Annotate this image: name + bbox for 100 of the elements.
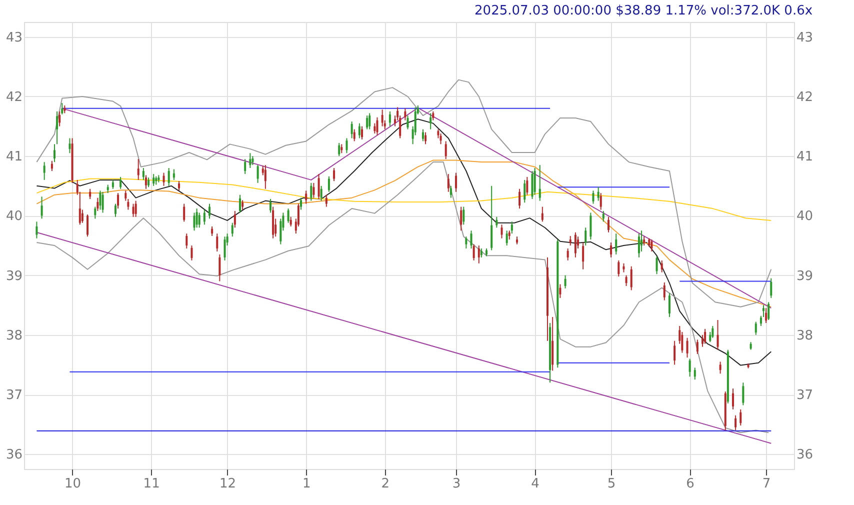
candlestick xyxy=(447,173,450,192)
candlestick xyxy=(366,115,368,130)
candlestick xyxy=(328,176,330,192)
candlestick xyxy=(610,242,612,258)
candlestick xyxy=(656,256,658,275)
candlestick xyxy=(216,233,218,252)
candlestick xyxy=(318,173,320,200)
candlestick xyxy=(742,382,744,406)
candlestick xyxy=(422,128,424,142)
candlestick xyxy=(582,242,584,270)
candlestick xyxy=(618,260,620,277)
candlestick xyxy=(360,126,363,140)
candlestick xyxy=(137,158,140,180)
candlestick xyxy=(58,110,61,127)
candlestick xyxy=(518,188,521,210)
candlestick xyxy=(510,221,513,234)
y2-tick-label: 41 xyxy=(796,150,814,165)
candlestick xyxy=(325,194,328,208)
candlestick xyxy=(470,230,472,249)
candlestick xyxy=(564,274,566,289)
candlestick xyxy=(770,278,772,298)
candlestick xyxy=(61,102,64,115)
x-tick-label: 1 xyxy=(302,476,311,492)
candlestick xyxy=(465,236,468,249)
candlestick xyxy=(660,260,663,273)
candlestick xyxy=(287,208,290,224)
candlestick xyxy=(305,190,308,204)
candlestick xyxy=(218,254,221,282)
candlestick xyxy=(500,224,503,239)
candlestick xyxy=(524,179,526,204)
candlestick xyxy=(406,115,409,130)
candlestick xyxy=(478,245,480,264)
candlestick xyxy=(239,194,242,214)
candlestick xyxy=(630,266,632,291)
x-tick-label: 6 xyxy=(686,476,694,492)
candlestick xyxy=(117,192,120,210)
candlestick xyxy=(358,122,360,139)
x-tick-label: 7 xyxy=(762,476,771,492)
candlestick xyxy=(96,197,99,212)
candlestick xyxy=(462,206,465,226)
candlestick xyxy=(338,142,340,157)
candlestick xyxy=(559,284,562,298)
candlestick xyxy=(597,186,600,202)
candlestick xyxy=(346,138,348,154)
candlestick xyxy=(114,203,116,218)
candlestick xyxy=(376,116,378,136)
candlestick xyxy=(768,302,770,320)
x-tick-label: 4 xyxy=(531,476,540,492)
candlestick xyxy=(576,236,579,249)
candlestick xyxy=(312,182,315,198)
candlestick xyxy=(68,138,71,154)
candlestick xyxy=(686,337,688,358)
candlestick xyxy=(50,160,53,172)
candlestick xyxy=(600,192,602,210)
candlestick xyxy=(566,248,569,261)
x-tick-label: 10 xyxy=(64,476,82,492)
candlestick xyxy=(765,308,768,324)
candlestick xyxy=(249,152,252,169)
candlestick xyxy=(430,112,432,130)
candlestick xyxy=(152,173,155,186)
candlestick xyxy=(496,216,498,228)
line-series xyxy=(62,107,772,309)
candlestick xyxy=(186,233,188,249)
candlestick xyxy=(674,340,676,366)
candlestick xyxy=(256,164,259,184)
y2-tick-label: 36 xyxy=(796,448,814,463)
y-tick-label: 42 xyxy=(6,90,22,105)
candlestick xyxy=(569,235,572,246)
candlestick xyxy=(368,112,371,130)
candlestick xyxy=(490,185,493,251)
candlestick xyxy=(320,185,322,202)
candlestick xyxy=(224,236,226,261)
candlestick xyxy=(231,222,234,238)
candlestick xyxy=(716,320,719,350)
candlestick xyxy=(94,206,96,220)
y2-tick-label: 40 xyxy=(796,209,814,224)
candlestick xyxy=(404,108,406,121)
y-tick-label: 43 xyxy=(6,30,22,46)
candlestick xyxy=(193,212,196,232)
y2-tick-label: 43 xyxy=(796,30,814,46)
candlestick xyxy=(531,170,534,200)
candlestick xyxy=(89,188,92,200)
candlestick xyxy=(638,233,640,258)
y-tick-label: 36 xyxy=(6,448,22,463)
candlestick xyxy=(506,230,508,246)
y-tick-label: 37 xyxy=(6,388,22,403)
x-tick-label: 3 xyxy=(452,476,461,492)
candlestick xyxy=(754,321,757,336)
candlestick xyxy=(712,325,714,338)
y2-tick-label: 38 xyxy=(796,328,814,344)
x-tick-label: 12 xyxy=(220,476,236,492)
candlestick xyxy=(353,128,356,142)
candlestick xyxy=(196,208,198,228)
candlestick xyxy=(183,203,186,222)
candlestick xyxy=(668,292,670,318)
candlestick xyxy=(142,168,144,180)
candlestick xyxy=(211,226,214,236)
candlestick xyxy=(526,176,528,196)
y2-tick-label: 37 xyxy=(796,388,814,403)
candlestick xyxy=(615,233,618,255)
